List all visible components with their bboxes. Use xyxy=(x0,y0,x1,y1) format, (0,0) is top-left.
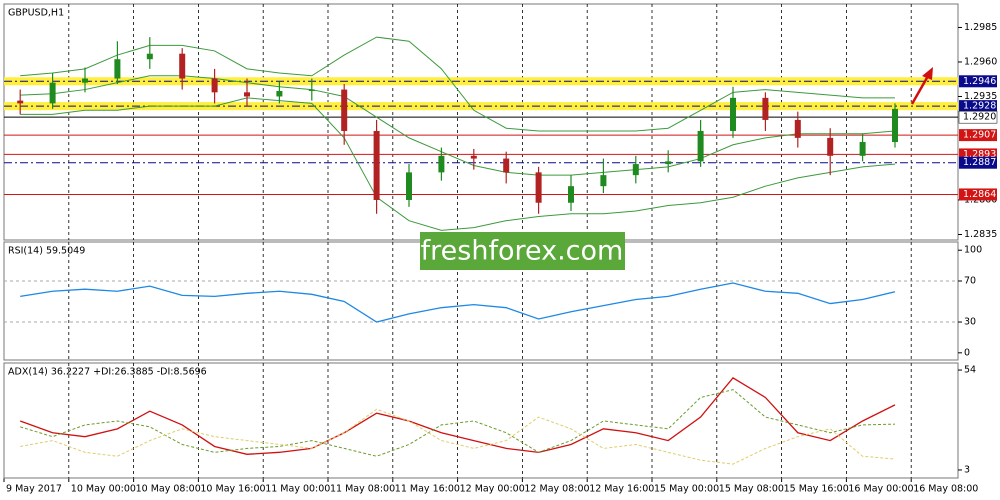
candle-body xyxy=(17,100,24,104)
panel-frame xyxy=(3,362,959,479)
indicator-line xyxy=(20,389,896,457)
y-tick-label: 1.2935 xyxy=(964,91,997,102)
level-label: 1.2907 xyxy=(963,130,996,141)
x-tick-label: 11 May 16:00 xyxy=(395,484,460,495)
band-line xyxy=(20,36,895,132)
level-label: 1.2864 xyxy=(963,189,996,200)
trend-arrow xyxy=(910,67,933,105)
y-tick-label: 100 xyxy=(964,245,982,256)
y-tick-label: 1.2985 xyxy=(964,22,997,33)
watermark-bg xyxy=(420,232,625,270)
candle-body xyxy=(600,175,607,187)
y-tick-label: 1.2835 xyxy=(964,229,997,240)
level-label: 1.2928 xyxy=(963,101,996,112)
watermark: freshforex.com xyxy=(421,236,624,267)
y-tick-label: 1.2960 xyxy=(964,56,997,67)
candle-body xyxy=(373,130,380,200)
y-tick-label: 54 xyxy=(964,365,976,376)
y-tick-label: 30 xyxy=(964,317,976,328)
x-tick-label: 12 May 16:00 xyxy=(589,484,654,495)
indicator-line xyxy=(19,377,896,455)
candle-body xyxy=(308,89,315,91)
x-tick-label: 11 May 00:00 xyxy=(265,484,330,495)
watermark-box: freshforex.com xyxy=(420,232,625,270)
candle-body xyxy=(697,130,704,162)
x-tick-label: 15 May 08:00 xyxy=(719,484,784,495)
candle-body xyxy=(341,89,348,131)
candle-body xyxy=(146,53,153,60)
level-label-bg xyxy=(959,100,997,113)
candle-body xyxy=(276,90,283,97)
level-label-bg xyxy=(959,188,997,201)
panel-title: RSI(14) 59.5049 xyxy=(8,246,85,257)
candle-body xyxy=(503,158,510,173)
candle-body xyxy=(49,82,56,104)
x-tick-label: 16 May 00:00 xyxy=(848,484,913,495)
indicator-line xyxy=(20,282,896,323)
candle-body xyxy=(762,97,769,120)
level-highlight xyxy=(4,102,958,111)
candle-body xyxy=(406,172,412,200)
level-label: 1.2887 xyxy=(963,157,996,168)
x-tick-label: 10 May 16:00 xyxy=(200,484,265,495)
candle-body xyxy=(827,137,834,156)
candle-body xyxy=(665,161,672,165)
panel-title: GBPUSD,H1 xyxy=(8,8,64,19)
candle-body xyxy=(438,155,445,173)
y-tick-label: 3 xyxy=(964,464,970,475)
candle-body xyxy=(179,53,186,79)
x-tick-label: 15 May 00:00 xyxy=(654,484,719,495)
level-label-bg xyxy=(959,156,997,169)
candle-body xyxy=(82,78,88,83)
level-label-bg xyxy=(958,110,998,124)
band-line xyxy=(20,97,896,231)
candle-body xyxy=(632,164,639,176)
x-tick-label: 12 May 00:00 xyxy=(460,484,525,495)
y-tick-label: 0 xyxy=(964,347,970,358)
x-tick-label: 16 May 08:00 xyxy=(913,484,978,495)
level-label-bg xyxy=(959,129,997,142)
candle-body xyxy=(859,142,866,156)
level-label: 1.2946 xyxy=(963,76,996,87)
candle-body xyxy=(244,92,250,97)
chart-layer: 1.29851.29601.29351.28601.28351.29461.29… xyxy=(3,3,998,495)
candle-body xyxy=(794,119,801,138)
indicator-line xyxy=(20,408,896,465)
x-tick-label: 12 May 08:00 xyxy=(524,484,589,495)
candle-body xyxy=(114,59,121,79)
y-tick-label: 70 xyxy=(964,275,976,286)
candle-body xyxy=(211,78,218,93)
band-line xyxy=(20,75,896,176)
x-tick-label: 15 May 16:00 xyxy=(784,484,849,495)
arrow-head xyxy=(922,67,933,80)
arrow-shaft xyxy=(910,75,930,105)
x-tick-label: 11 May 08:00 xyxy=(330,484,395,495)
panel-frame xyxy=(3,3,959,241)
candle-body xyxy=(535,172,542,203)
x-tick-label: 10 May 00:00 xyxy=(71,484,136,495)
level-label: 1.2920 xyxy=(963,112,996,123)
candle-body xyxy=(568,186,574,203)
level-label: 1.2893 xyxy=(963,149,996,160)
candle-body xyxy=(730,97,736,131)
candle-body xyxy=(470,155,477,159)
candle-body xyxy=(892,108,898,143)
level-highlight xyxy=(4,77,958,86)
panel-title: ADX(14) 36.2227 +DI:26.3885 -DI:8.5696 xyxy=(8,367,207,378)
x-tick-label: 10 May 08:00 xyxy=(136,484,201,495)
x-tick-label: 9 May 2017 xyxy=(6,484,62,495)
level-label-bg xyxy=(959,75,997,88)
